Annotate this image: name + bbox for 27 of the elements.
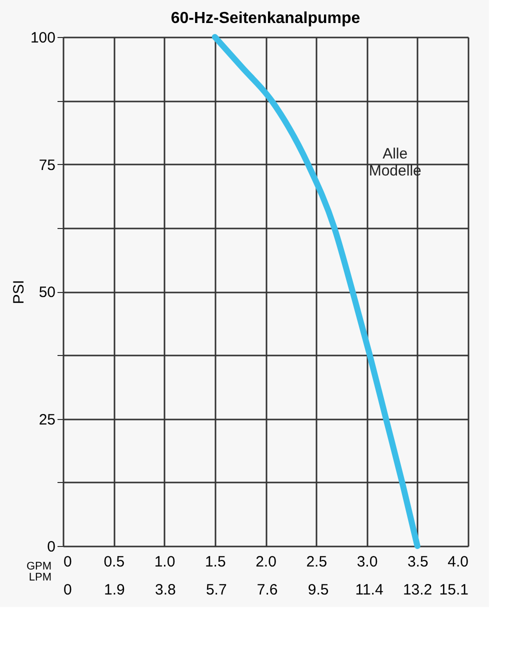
x-tick-label: 3.0	[356, 554, 378, 570]
x-tick-label: 2.0	[256, 554, 276, 570]
x-tick-label: 0	[64, 554, 72, 570]
y-axis-title: PSI	[10, 280, 28, 304]
x-axis-title: GPM	[26, 560, 52, 572]
y-tick-label: 0	[47, 538, 56, 556]
x2-tick-label: 7.6	[256, 582, 278, 598]
y-tick-label: 100	[30, 30, 56, 46]
x-tick-label: 4.0	[448, 554, 468, 570]
x2-tick-label: 11.4	[355, 582, 384, 598]
x-tick-label: 1.5	[204, 554, 226, 570]
x2-tick-label: 9.5	[308, 582, 329, 598]
x2-tick-label: 13.2	[402, 582, 432, 598]
x-tick-label: 1.0	[154, 554, 176, 570]
chart-title: 60-Hz-Seitenkanalpumpe	[170, 10, 360, 27]
y-tick-label: 50	[38, 284, 56, 301]
x2-tick-label: 3.8	[154, 582, 176, 598]
x2-tick-label: 0	[64, 582, 72, 598]
x-tick-label: 3.5	[407, 554, 428, 570]
y-tick-label: 75	[38, 156, 56, 174]
x-tick-label: 2.5	[306, 554, 328, 570]
x2-axis-title: LPM	[28, 572, 52, 584]
x-tick-label: 0.5	[104, 554, 125, 570]
y-tick-label: 25	[38, 411, 56, 428]
x2-tick-label: 1.9	[104, 582, 125, 598]
x2-tick-label: 15.1	[439, 582, 468, 598]
x2-tick-label: 5.7	[206, 582, 227, 598]
